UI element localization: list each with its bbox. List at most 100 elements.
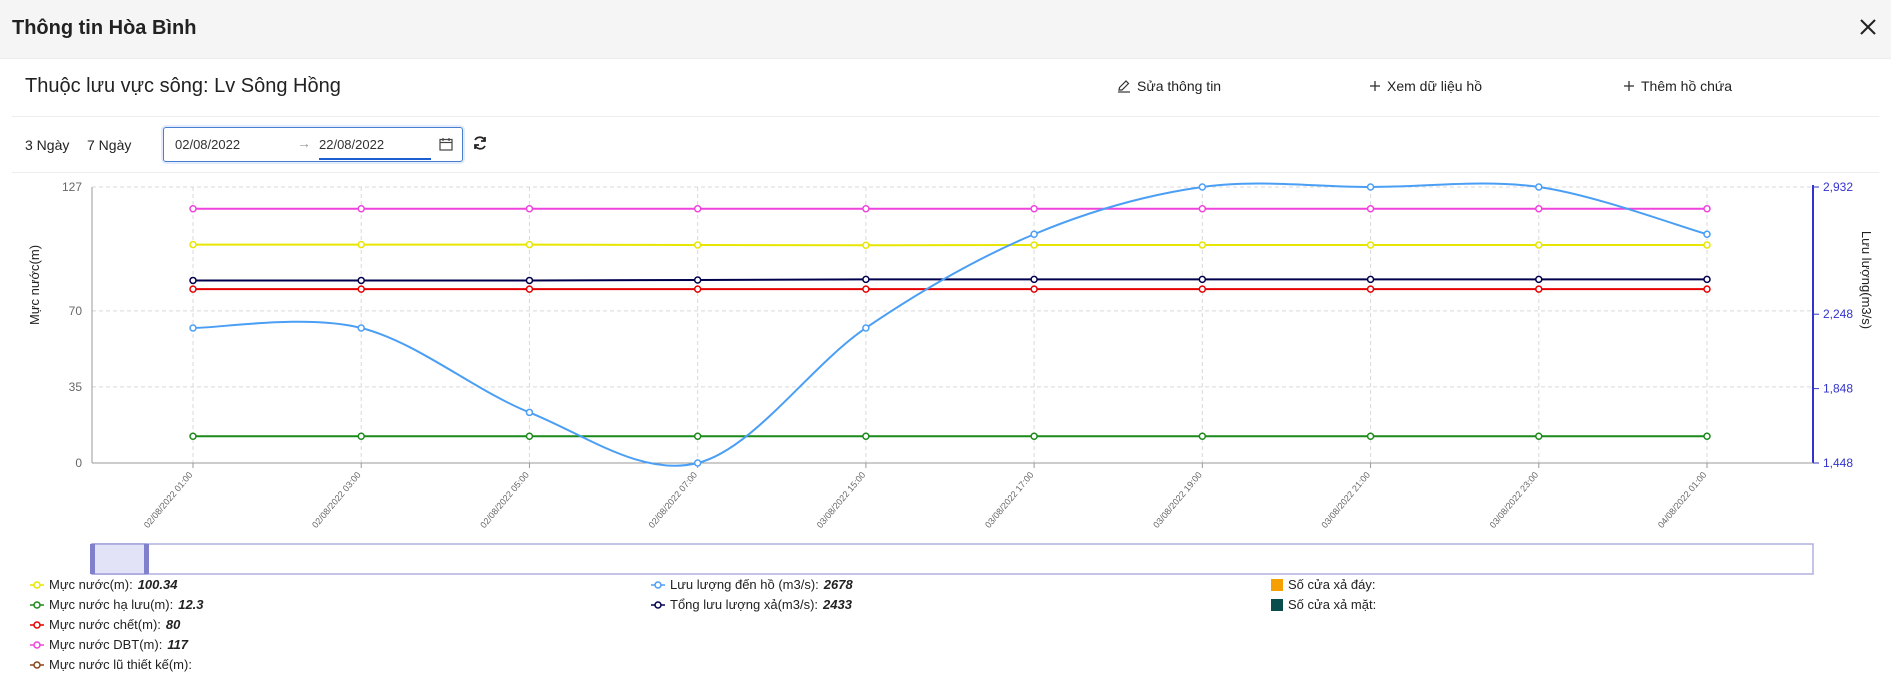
series-point xyxy=(357,276,365,285)
edit-info-button[interactable]: Sửa thông tin xyxy=(1117,78,1221,94)
legend-item[interactable]: Mực nước hạ lưu(m): 12.3 xyxy=(30,597,204,612)
series-point xyxy=(1535,275,1543,284)
y-tick-label: 127 xyxy=(62,180,82,194)
series-point xyxy=(1366,432,1375,441)
x-tick-label: 03/08/2022 15:00 xyxy=(815,470,868,530)
legend-label: Mực nước(m): xyxy=(49,577,133,592)
series-point xyxy=(1366,275,1375,284)
y-axis-title: Mực nước(m) xyxy=(27,245,42,325)
divider xyxy=(12,116,1879,117)
legend-value: 80 xyxy=(165,617,181,632)
series-point xyxy=(1535,432,1543,441)
legend-label: Lưu lượng đến hồ (m3/s): xyxy=(670,577,819,592)
series-line xyxy=(193,243,1707,247)
zoom-slider-selection[interactable] xyxy=(91,543,148,575)
series-point xyxy=(1198,275,1207,284)
zoom-slider-handle-left[interactable] xyxy=(90,544,95,574)
series-point xyxy=(189,324,197,332)
series-point xyxy=(862,285,870,293)
series-point xyxy=(1703,230,1711,238)
series-point xyxy=(1535,241,1543,249)
series-point xyxy=(1198,285,1207,293)
y2-tick-label: 1,448 xyxy=(1823,456,1853,470)
view-lake-data-button[interactable]: Xem dữ liệu hồ xyxy=(1369,78,1482,94)
x-tick-label: 03/08/2022 17:00 xyxy=(983,470,1036,530)
series-point xyxy=(693,276,702,284)
series-point xyxy=(189,240,197,249)
series-point xyxy=(1030,241,1038,249)
refresh-icon[interactable] xyxy=(472,135,488,151)
series-point xyxy=(1366,241,1375,249)
series-point xyxy=(1366,183,1375,191)
series-point xyxy=(1198,241,1207,249)
legend-item[interactable]: Mực nước DBT(m): 117 xyxy=(30,637,188,652)
legend-item[interactable]: Mực nước lũ thiết kế(m): xyxy=(30,657,197,672)
date-range-picker[interactable]: 02/08/2022 → 22/08/2022 xyxy=(163,127,463,162)
series-point xyxy=(1030,275,1038,284)
series-point xyxy=(862,432,870,441)
legend-line-marker-icon xyxy=(651,580,665,589)
legend-item[interactable]: Số cửa xả mặt: xyxy=(1271,597,1381,612)
x-tick-label: 04/08/2022 01:00 xyxy=(1656,470,1709,530)
legend-square-icon xyxy=(1271,598,1283,611)
series-point xyxy=(1030,230,1038,238)
legend-line-marker-icon xyxy=(30,580,44,589)
y-tick-label: 35 xyxy=(69,380,83,394)
legend-value: 117 xyxy=(167,637,189,652)
legend-item[interactable]: Số cửa xả đáy: xyxy=(1271,577,1380,592)
legend-item[interactable]: Lưu lượng đến hồ (m3/s): 2678 xyxy=(651,577,853,592)
series-point xyxy=(693,241,702,249)
series-point xyxy=(1366,204,1375,213)
legend-label: Số cửa xả mặt: xyxy=(1288,597,1377,612)
legend-line-marker-icon xyxy=(30,660,44,669)
legend-line-marker-icon xyxy=(651,600,665,609)
series-point xyxy=(862,204,870,213)
series-point xyxy=(189,432,197,441)
divider xyxy=(12,172,1879,173)
legend-label: Số cửa xả đáy: xyxy=(1288,577,1376,592)
series-point xyxy=(1703,275,1711,284)
add-reservoir-button[interactable]: Thêm hồ chứa xyxy=(1623,78,1732,94)
close-icon[interactable] xyxy=(1855,14,1881,40)
plus-icon xyxy=(1624,81,1634,91)
seven-days-button[interactable]: 7 Ngày xyxy=(87,137,132,153)
modal-title: Thông tin Hòa Bình xyxy=(12,17,197,39)
view-lake-data-label: Xem dữ liệu hồ xyxy=(1387,78,1482,94)
series-point xyxy=(693,204,702,213)
series-point xyxy=(189,276,197,285)
series-point xyxy=(862,275,870,284)
legend-label: Mực nước chết(m): xyxy=(49,617,161,632)
legend-value: 2433 xyxy=(823,597,852,612)
series-line xyxy=(193,278,1707,282)
x-tick-label: 02/08/2022 07:00 xyxy=(646,470,699,530)
series-point xyxy=(525,276,534,285)
series-point xyxy=(693,285,702,293)
x-tick-label: 02/08/2022 01:00 xyxy=(142,470,195,530)
series-point xyxy=(189,204,197,213)
calendar-icon[interactable] xyxy=(439,137,453,151)
end-date-input[interactable]: 22/08/2022 xyxy=(319,137,385,152)
legend-label: Mực nước lũ thiết kế(m): xyxy=(49,657,192,672)
series-point xyxy=(357,432,365,441)
legend-item[interactable]: Tổng lưu lượng xả(m3/s): 2433 xyxy=(651,597,852,612)
zoom-slider-handle-right[interactable] xyxy=(144,544,149,574)
legend-item[interactable]: Mực nước(m): 100.34 xyxy=(30,577,177,592)
x-tick-label: 03/08/2022 19:00 xyxy=(1151,470,1204,530)
plus-icon xyxy=(1370,81,1380,91)
series-point xyxy=(525,408,534,417)
x-tick-label: 03/08/2022 23:00 xyxy=(1488,470,1541,530)
series-point xyxy=(1535,285,1543,293)
series-point xyxy=(357,204,365,213)
legend-item[interactable]: Mực nước chết(m): 80 xyxy=(30,617,180,632)
series-point xyxy=(357,324,365,332)
y-tick-label: 0 xyxy=(75,456,82,470)
legend-square-icon xyxy=(1271,578,1283,591)
start-date-input[interactable]: 02/08/2022 xyxy=(175,137,241,152)
zoom-slider-track xyxy=(91,543,1814,575)
series-point xyxy=(1030,285,1038,293)
add-reservoir-label: Thêm hồ chứa xyxy=(1641,78,1733,94)
three-days-button[interactable]: 3 Ngày xyxy=(25,137,70,153)
series-point xyxy=(862,241,870,249)
series-point xyxy=(357,285,365,293)
